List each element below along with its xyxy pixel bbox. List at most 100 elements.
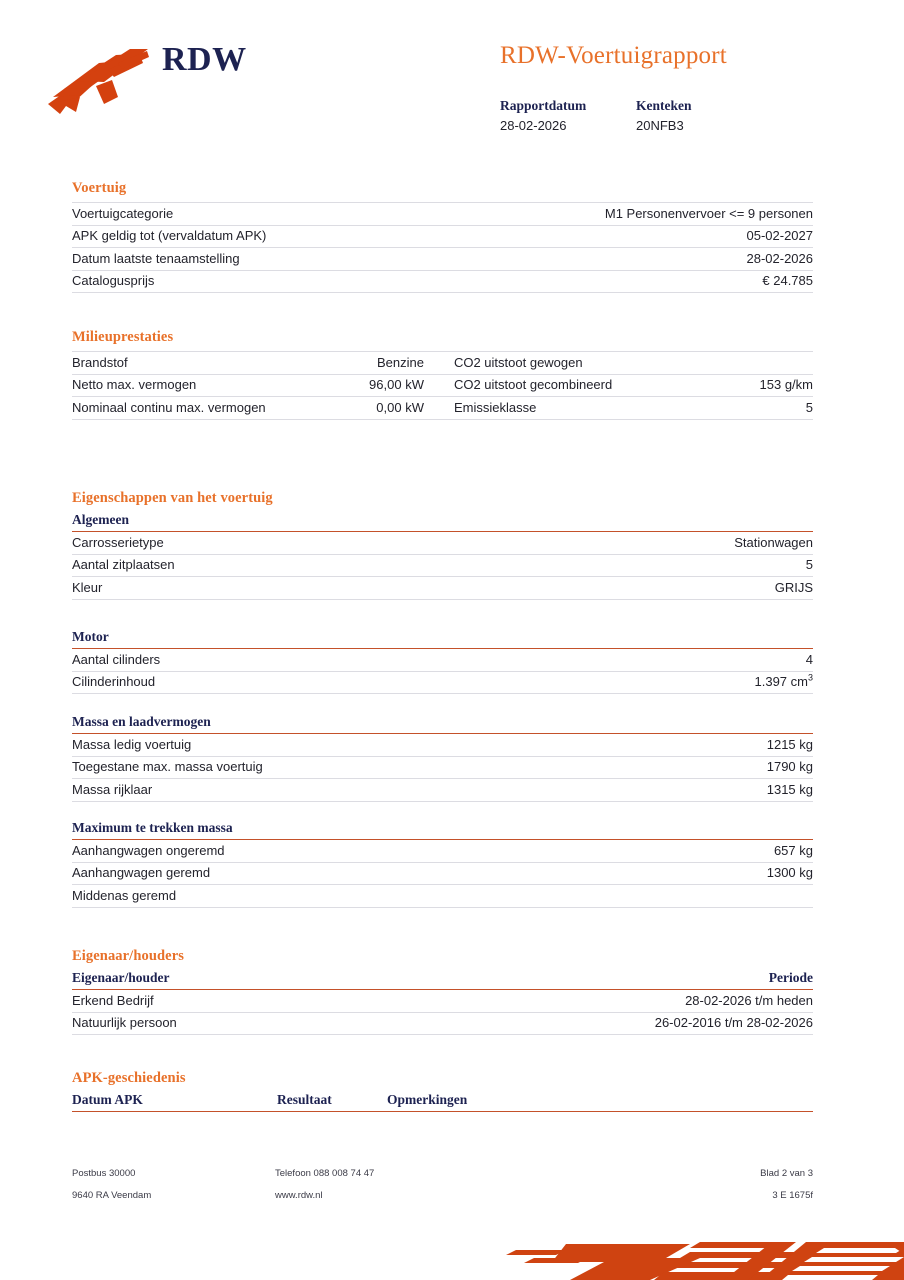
table-row: Massa rijklaar 1315 kg [72, 778, 813, 802]
rdw-wordmark: RDW [162, 41, 247, 78]
table-row: Cilinderinhoud 1.397 cm3 [72, 671, 813, 694]
table-row: Carrosserietype Stationwagen [72, 532, 813, 555]
footer-row-1: Postbus 30000 Telefoon 088 008 74 47 Bla… [72, 1168, 813, 1190]
section-title-voertuig: Voertuig [72, 180, 127, 196]
page-header: RDW RDW-Voertuigrapport Rapportdatum Ken… [0, 0, 904, 160]
row-value-right: 153 g/km [681, 374, 813, 397]
row-value: Stationwagen [531, 532, 813, 555]
column-header-apk-date: Datum APK [72, 1092, 143, 1107]
report-date-value: 28-02-2026 [500, 118, 567, 133]
subsection-trekken: Maximum te trekken massa Aanhangwagen on… [72, 820, 813, 908]
milieuprestaties-table: Brandstof Benzine CO2 uitstoot gewogen N… [72, 351, 813, 420]
section-eigenschappen: Eigenschappen van het voertuig [72, 490, 813, 512]
row-value: 1315 kg [531, 778, 813, 802]
row-label: Cilinderinhoud [72, 671, 532, 694]
row-label: Voertuigcategorie [72, 202, 532, 226]
row-value: 657 kg [531, 840, 813, 863]
report-date-label: Rapportdatum [500, 98, 587, 113]
footer-row-2: 9640 RA Veendam www.rdw.nl 3 E 1675f [72, 1190, 813, 1212]
page-title: RDW-Voertuigrapport [500, 42, 727, 69]
voertuig-table: Voertuigcategorie M1 Personenvervoer <= … [72, 202, 813, 293]
row-label: Kleur [72, 576, 532, 600]
table-row: Voertuigcategorie M1 Personenvervoer <= … [72, 202, 813, 226]
table-row: APK geldig tot (vervaldatum APK) 05-02-2… [72, 225, 813, 248]
section-apk-geschiedenis: APK-geschiedenis Datum APK Resultaat Opm… [72, 1070, 813, 1112]
table-row: Catalogusprijs € 24.785 [72, 270, 813, 293]
subsection-motor: Motor Aantal cilinders 4 Cilinderinhoud … [72, 629, 813, 694]
column-header-owner: Eigenaar/houder [72, 970, 170, 985]
row-label: Toegestane max. massa voertuig [72, 756, 532, 779]
row-value: 5 [531, 554, 813, 577]
row-value-left: Benzine [292, 351, 438, 375]
section-voertuig: Voertuig Voertuigcategorie M1 Personenve… [72, 180, 813, 293]
footer-website[interactable]: www.rdw.nl [275, 1190, 323, 1201]
table-row: Erkend Bedrijf 28-02-2026 t/m heden [72, 990, 813, 1013]
subsection-title-trekken: Maximum te trekken massa [72, 820, 813, 840]
row-value: 1215 kg [531, 734, 813, 757]
row-label: Middenas geremd [72, 884, 532, 908]
row-value [531, 884, 813, 908]
row-value-right: 5 [681, 396, 813, 420]
page-footer: Postbus 30000 Telefoon 088 008 74 47 Bla… [72, 1168, 813, 1220]
row-label: Aanhangwagen ongeremd [72, 840, 532, 863]
row-label: Datum laatste tenaamstelling [72, 247, 532, 271]
row-label: Aantal zitplaatsen [72, 554, 532, 577]
section-title-eigenschappen: Eigenschappen van het voertuig [72, 490, 273, 506]
owner-name: Natuurlijk persoon [72, 1012, 532, 1035]
row-label-right: CO2 uitstoot gecombineerd [437, 374, 682, 397]
row-label: Massa ledig voertuig [72, 734, 532, 757]
column-header-period: Periode [768, 970, 813, 985]
column-header-apk-remarks: Opmerkingen [387, 1092, 468, 1107]
subsection-massa: Massa en laadvermogen Massa ledig voertu… [72, 714, 813, 802]
section-title-apk-geschiedenis: APK-geschiedenis [72, 1070, 186, 1086]
row-label: Catalogusprijs [72, 270, 532, 293]
row-label: APK geldig tot (vervaldatum APK) [72, 225, 532, 248]
row-value: 1.397 cm [754, 674, 808, 689]
footer-phone: Telefoon 088 008 74 47 [275, 1168, 375, 1179]
table-row: Natuurlijk persoon 26-02-2016 t/m 28-02-… [72, 1012, 813, 1035]
table-row: Netto max. vermogen 96,00 kW CO2 uitstoo… [72, 374, 813, 397]
row-value: € 24.785 [531, 270, 813, 293]
subsection-title-massa: Massa en laadvermogen [72, 714, 813, 734]
table-row: Kleur GRIJS [72, 576, 813, 600]
row-value: 1300 kg [531, 862, 813, 885]
row-value: GRIJS [531, 576, 813, 600]
row-value: 1790 kg [531, 756, 813, 779]
row-label: Aanhangwagen geremd [72, 862, 532, 885]
subsection-algemeen: Algemeen Carrosserietype Stationwagen Aa… [72, 512, 813, 600]
section-eigenaar-houders: Eigenaar/houders Eigenaar/houder Periode… [72, 948, 813, 1035]
column-header-apk-result: Resultaat [277, 1092, 332, 1107]
table-row: Massa ledig voertuig 1215 kg [72, 734, 813, 757]
subsection-title-algemeen: Algemeen [72, 512, 813, 532]
plate-value: 20NFB3 [636, 118, 684, 133]
footer-postbus: Postbus 30000 [72, 1168, 136, 1179]
row-value: 4 [531, 649, 813, 672]
section-title-milieuprestaties: Milieuprestaties [72, 329, 174, 345]
row-value: 05-02-2027 [531, 225, 813, 248]
owner-period: 26-02-2016 t/m 28-02-2026 [531, 1012, 813, 1035]
section-title-eigenaar-houders: Eigenaar/houders [72, 948, 184, 964]
section-milieuprestaties: Milieuprestaties Brandstof Benzine CO2 u… [72, 329, 813, 420]
table-row: Brandstof Benzine CO2 uitstoot gewogen [72, 351, 813, 375]
table-row: Middenas geremd [72, 884, 813, 908]
eigenaar-table: Erkend Bedrijf 28-02-2026 t/m heden Natu… [72, 990, 813, 1035]
row-value-cilinderinhoud: 1.397 cm3 [531, 671, 813, 694]
plate-label: Kenteken [636, 98, 692, 113]
row-value-left: 96,00 kW [292, 374, 438, 397]
footer-city: 9640 RA Veendam [72, 1190, 152, 1201]
algemeen-table: Carrosserietype Stationwagen Aantal zitp… [72, 532, 813, 600]
rdw-flame-logo-icon [44, 42, 166, 118]
row-value-left: 0,00 kW [292, 396, 438, 420]
table-row: Aantal zitplaatsen 5 [72, 554, 813, 577]
table-row: Nominaal continu max. vermogen 0,00 kW E… [72, 396, 813, 420]
massa-table: Massa ledig voertuig 1215 kg Toegestane … [72, 734, 813, 802]
subsection-title-motor: Motor [72, 629, 813, 649]
owner-name: Erkend Bedrijf [72, 990, 532, 1013]
table-row: Aanhangwagen geremd 1300 kg [72, 862, 813, 885]
row-label: Massa rijklaar [72, 778, 532, 802]
motor-table: Aantal cilinders 4 Cilinderinhoud 1.397 … [72, 649, 813, 694]
row-label-left: Nominaal continu max. vermogen [72, 396, 293, 420]
row-label-right: Emissieklasse [437, 396, 682, 420]
row-label-right: CO2 uitstoot gewogen [437, 351, 682, 375]
